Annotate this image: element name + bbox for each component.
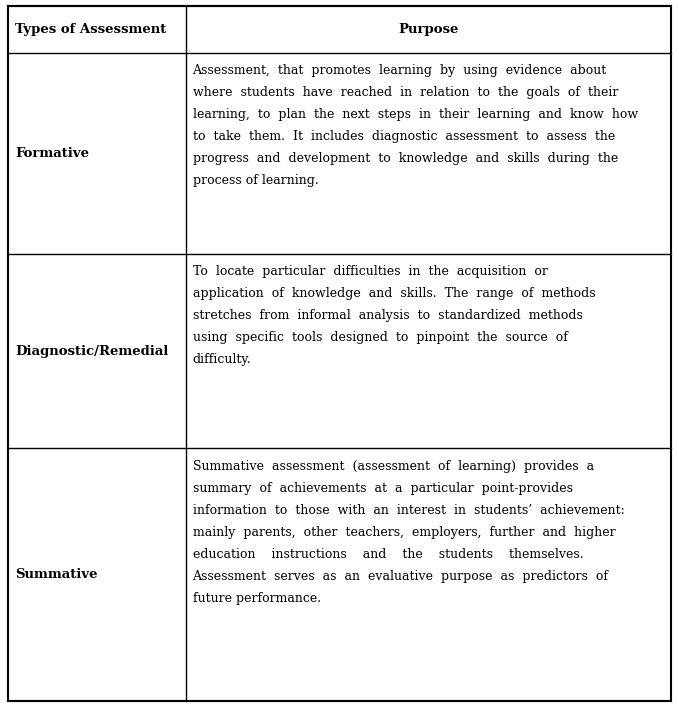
Text: Summative: Summative (15, 568, 98, 581)
Text: Diagnostic/Remedial: Diagnostic/Remedial (15, 345, 168, 358)
Text: Summative  assessment  (assessment  of  learning)  provides  a
summary  of  achi: Summative assessment (assessment of lear… (193, 460, 624, 604)
Text: To  locate  particular  difficulties  in  the  acquisition  or
application  of  : To locate particular difficulties in the… (193, 265, 595, 366)
Text: Types of Assessment: Types of Assessment (15, 23, 166, 36)
Text: Assessment,  that  promotes  learning  by  using  evidence  about
where  student: Assessment, that promotes learning by us… (193, 64, 638, 187)
Text: Formative: Formative (15, 147, 89, 160)
Text: Purpose: Purpose (398, 23, 458, 36)
